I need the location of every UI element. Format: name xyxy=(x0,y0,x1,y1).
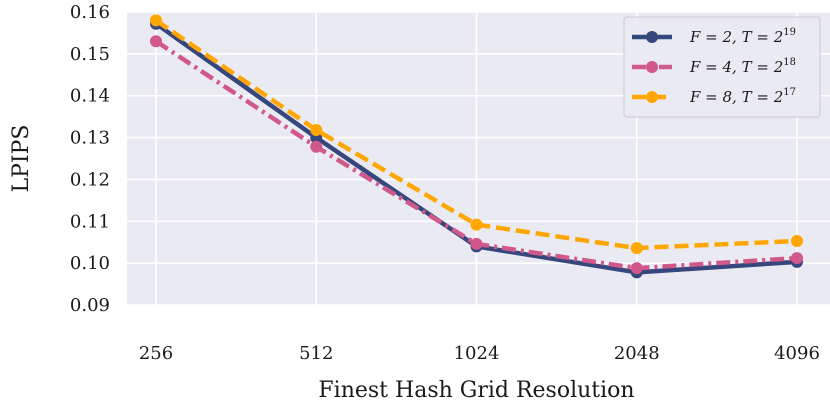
data-point xyxy=(630,262,643,275)
legend-entry: F = 8, T = 217 xyxy=(632,87,796,106)
y-tick-label: 0.13 xyxy=(70,128,110,149)
data-point xyxy=(791,252,803,265)
legend-entry: F = 2, T = 219 xyxy=(632,27,796,46)
data-point xyxy=(630,242,643,255)
x-axis-title: Finest Hash Grid Resolution xyxy=(318,378,634,403)
data-point xyxy=(470,237,483,250)
data-point xyxy=(150,35,162,48)
data-point xyxy=(791,234,803,247)
y-tick-label: 0.12 xyxy=(70,169,110,190)
y-tick-label: 0.09 xyxy=(70,295,110,316)
y-tick-labels: 0.09 0.10 0.11 0.12 0.13 0.14 0.15 0.16 xyxy=(70,2,110,316)
data-point xyxy=(150,14,162,27)
legend: F = 2, T = 219 F = 4, T = 218 F = 8, T = 2… xyxy=(623,16,821,118)
y-tick-label: 0.10 xyxy=(70,253,110,274)
y-tick-label: 0.16 xyxy=(70,2,110,23)
data-point xyxy=(310,124,323,137)
x-tick-label: 2048 xyxy=(614,343,660,364)
legend-marker xyxy=(646,91,658,103)
series-2 xyxy=(150,35,803,275)
y-tick-label: 0.15 xyxy=(70,44,110,65)
legend-marker xyxy=(646,31,658,43)
series-lines xyxy=(150,14,803,279)
legend-entry: F = 4, T = 218 xyxy=(632,57,796,76)
x-tick-label: 512 xyxy=(299,343,333,364)
data-point xyxy=(470,218,483,231)
legend-label: F = 4, T = 218 xyxy=(689,57,796,76)
legend-label: F = 8, T = 217 xyxy=(689,87,796,106)
y-axis-title: LPIPS xyxy=(9,125,34,193)
y-tick-label: 0.14 xyxy=(70,86,110,107)
x-tick-label: 1024 xyxy=(454,343,500,364)
x-tick-label: 256 xyxy=(139,343,173,364)
x-tick-label: 4096 xyxy=(774,343,820,364)
x-tick-labels: 256 512 1024 2048 4096 xyxy=(139,343,820,364)
series-3 xyxy=(150,14,803,255)
y-tick-label: 0.11 xyxy=(70,211,110,232)
legend-label: F = 2, T = 219 xyxy=(689,27,796,46)
legend-marker xyxy=(646,61,658,73)
data-point xyxy=(310,140,323,153)
legend-box xyxy=(623,16,821,118)
